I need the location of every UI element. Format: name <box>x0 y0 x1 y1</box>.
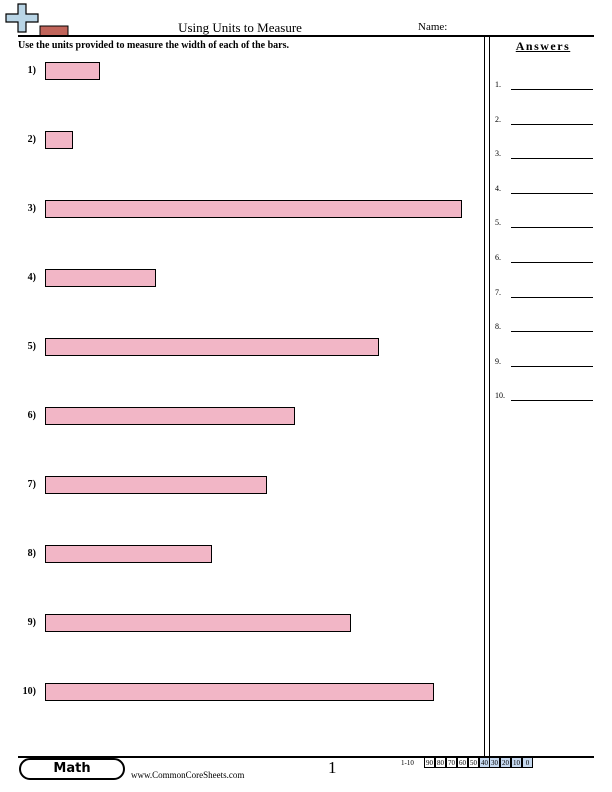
page-number: 1 <box>328 758 337 777</box>
problem-number: 2) <box>27 134 36 145</box>
subject-badge: Math <box>19 758 125 780</box>
answer-number: 3. <box>495 149 501 158</box>
measure-bar <box>45 683 434 701</box>
score-cell: 90 <box>424 757 435 768</box>
problem-number: 4) <box>27 272 36 283</box>
score-cell: 80 <box>435 757 446 768</box>
answer-blank-line[interactable] <box>511 331 593 332</box>
website-label: www.CommonCoreSheets.com <box>131 770 245 780</box>
score-cell: 20 <box>500 757 511 768</box>
answer-blank-line[interactable] <box>511 366 593 367</box>
measure-bar <box>45 476 267 494</box>
measure-bar <box>45 131 73 149</box>
score-cell: 50 <box>468 757 479 768</box>
measure-bar <box>45 407 295 425</box>
name-label: Name: <box>418 21 448 33</box>
answer-number: 7. <box>495 288 501 297</box>
header-divider <box>18 35 594 37</box>
answer-number: 6. <box>495 253 501 262</box>
problem-number: 8) <box>27 548 36 559</box>
answer-blank-line[interactable] <box>511 262 593 263</box>
answer-blank-line[interactable] <box>511 297 593 298</box>
score-range-label: 1-10 <box>401 759 414 767</box>
problem-number: 6) <box>27 410 36 421</box>
measure-bar <box>45 62 100 80</box>
answer-column-divider <box>489 36 490 756</box>
problem-number: 7) <box>27 479 36 490</box>
answer-blank-line[interactable] <box>511 400 593 401</box>
score-cell: 60 <box>457 757 468 768</box>
answer-number: 9. <box>495 357 501 366</box>
answer-number: 4. <box>495 184 501 193</box>
answer-number: 2. <box>495 115 501 124</box>
answer-blank-line[interactable] <box>511 89 593 90</box>
footer-divider <box>18 756 594 758</box>
problem-number: 10) <box>22 686 36 697</box>
measure-bar <box>45 338 379 356</box>
plus-sign-logo-icon <box>5 3 69 36</box>
score-cell: 70 <box>446 757 457 768</box>
worksheet-title: Using Units to Measure <box>178 20 302 35</box>
answer-blank-line[interactable] <box>511 124 593 125</box>
answer-number: 10. <box>495 391 505 400</box>
measure-bar <box>45 269 156 287</box>
answer-column-divider <box>484 36 485 756</box>
measure-bar <box>45 200 462 218</box>
problem-number: 3) <box>27 203 36 214</box>
measure-bar <box>45 545 212 563</box>
answer-blank-line[interactable] <box>511 227 593 228</box>
measure-bar <box>45 614 351 632</box>
answer-number: 1. <box>495 80 501 89</box>
answer-number: 8. <box>495 322 501 331</box>
score-cell: 30 <box>489 757 500 768</box>
answer-blank-line[interactable] <box>511 193 593 194</box>
score-cell: 0 <box>522 757 533 768</box>
answer-number: 5. <box>495 218 501 227</box>
answer-blank-line[interactable] <box>511 158 593 159</box>
score-cell: 10 <box>511 757 522 768</box>
answers-heading: Answers <box>515 39 571 53</box>
problem-number: 9) <box>27 617 36 628</box>
instructions: Use the units provided to measure the wi… <box>18 40 290 51</box>
problem-number: 1) <box>27 65 36 76</box>
problem-number: 5) <box>27 341 36 352</box>
